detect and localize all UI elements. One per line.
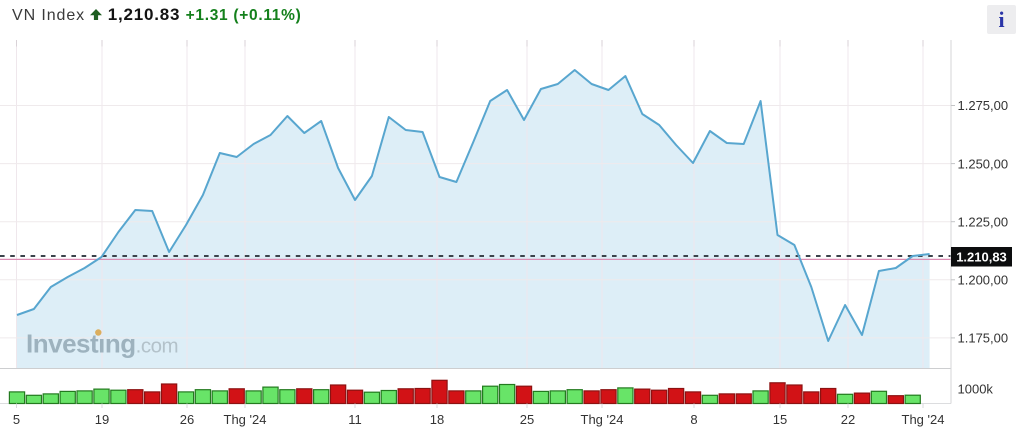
svg-text:11: 11 [348,412,362,427]
svg-text:Thg '24: Thg '24 [581,412,624,427]
svg-text:1.275,00: 1.275,00 [958,98,1009,113]
svg-text:15: 15 [773,412,787,427]
svg-text:1.210,83: 1.210,83 [956,249,1007,264]
svg-text:Investıng.com: Investıng.com [26,329,178,359]
svg-text:18: 18 [430,412,444,427]
svg-text:22: 22 [841,412,855,427]
svg-text:1000k: 1000k [958,381,994,396]
svg-text:Thg '24: Thg '24 [224,412,267,427]
svg-text:8: 8 [690,412,697,427]
svg-text:26: 26 [180,412,194,427]
svg-text:1.225,00: 1.225,00 [958,214,1009,229]
svg-text:Thg '24: Thg '24 [902,412,945,427]
svg-text:25: 25 [520,412,534,427]
svg-text:1.175,00: 1.175,00 [958,331,1009,346]
svg-text:5: 5 [13,412,20,427]
svg-text:19: 19 [95,412,109,427]
svg-text:1.250,00: 1.250,00 [958,156,1009,171]
svg-text:1.200,00: 1.200,00 [958,273,1009,288]
